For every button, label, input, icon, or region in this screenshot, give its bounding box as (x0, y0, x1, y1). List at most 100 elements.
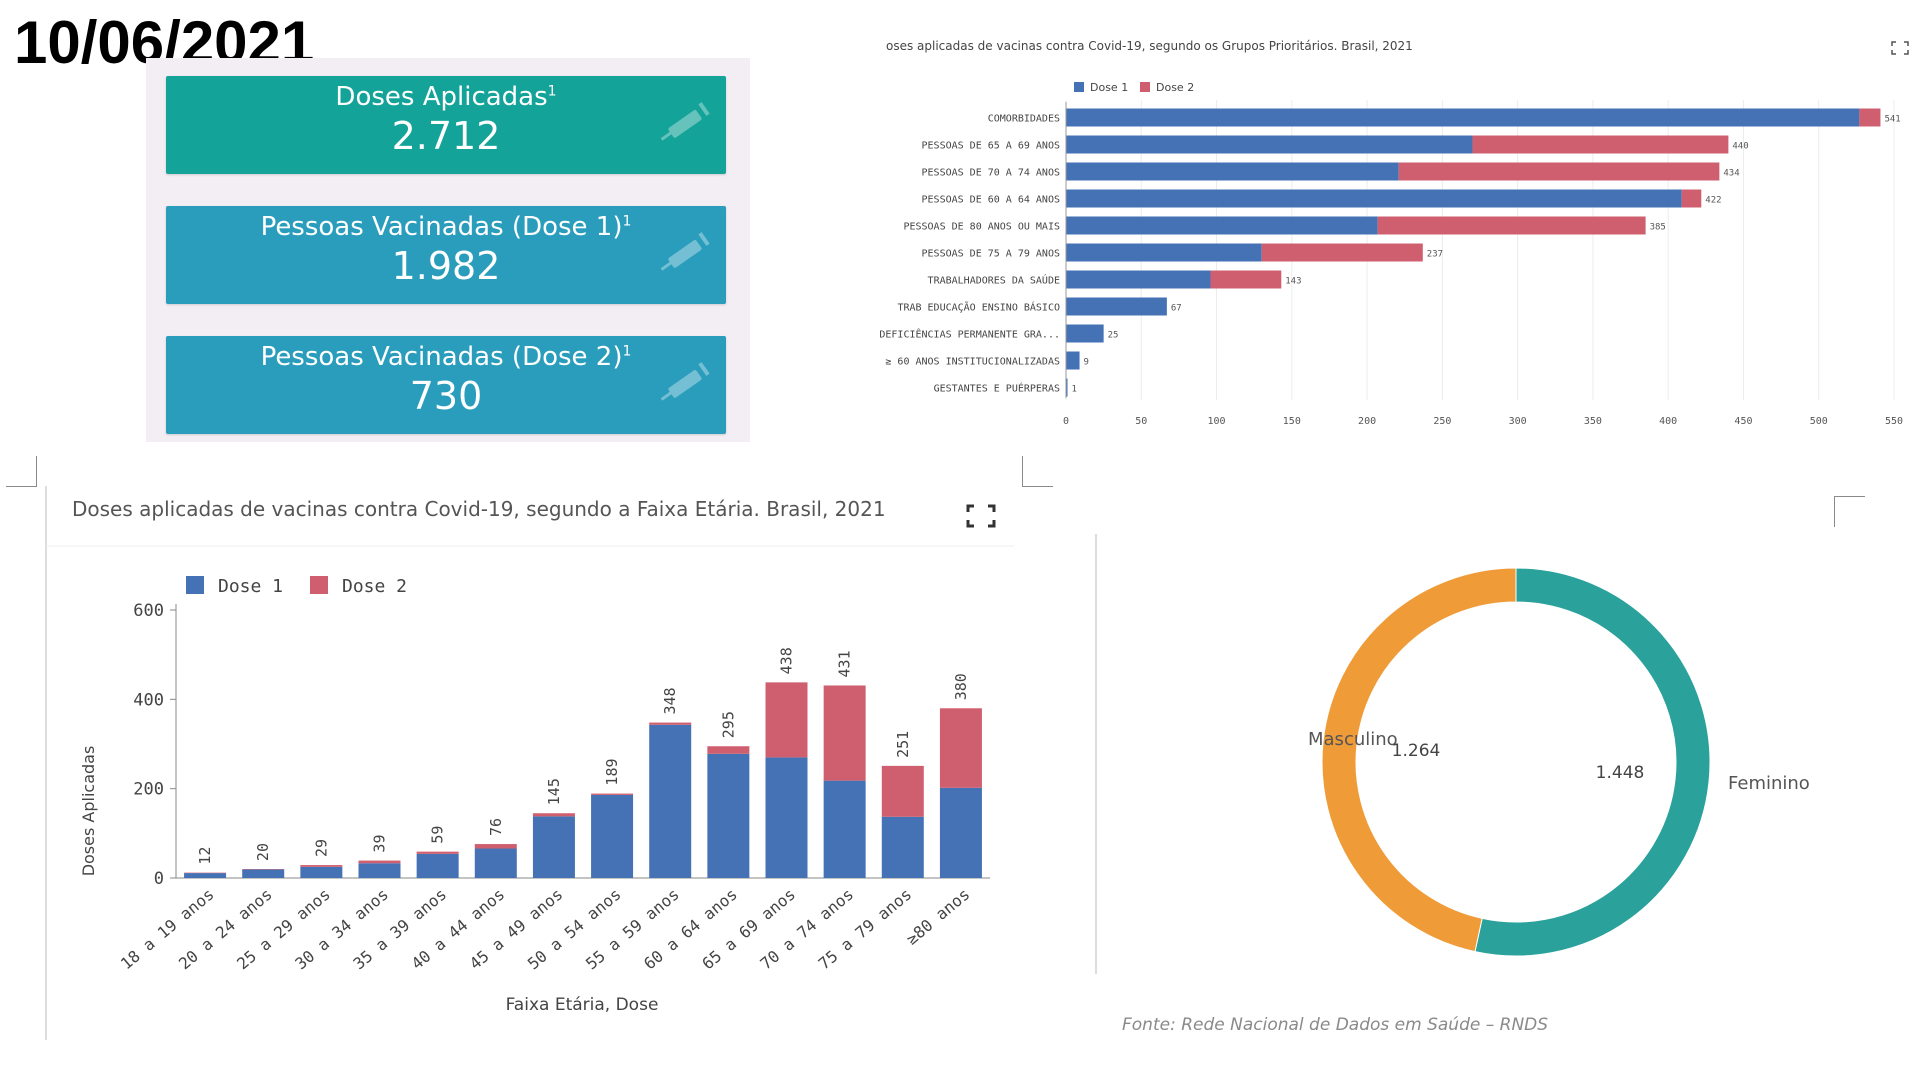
bar-dose2 (1261, 243, 1423, 262)
bar-dose2 (591, 793, 634, 795)
kpi-footnote: 1 (622, 343, 632, 360)
bar-dose1 (1066, 297, 1167, 316)
total-label: 438 (778, 647, 796, 674)
legend-swatch-dose2 (310, 576, 328, 594)
total-label: 422 (1705, 196, 1721, 206)
bar-dose1 (591, 794, 634, 878)
kpi-pessoas-dose1: Pessoas Vacinadas (Dose 1)1 1.982 (166, 206, 726, 304)
x-tick-label: 0 (1063, 416, 1069, 427)
total-label: 431 (836, 650, 854, 677)
total-label: 189 (603, 758, 621, 785)
total-label: 67 (1171, 304, 1182, 314)
category-label: PESSOAS DE 60 A 64 ANOS (922, 195, 1060, 206)
total-label: 39 (371, 835, 389, 853)
bar-dose2 (358, 860, 401, 864)
sex-donut-chart: Feminino 1.448 Masculino 1.264 (1095, 534, 1810, 974)
total-label: 434 (1723, 169, 1739, 179)
legend-swatch-dose1 (1074, 82, 1084, 92)
chart-title: oses aplicadas de vacinas contra Covid-1… (886, 39, 1413, 53)
total-label: 12 (196, 847, 214, 865)
x-tick-label: 50 (1135, 416, 1147, 427)
bar-dose1 (1066, 135, 1473, 154)
total-labels: 12 20 29 39 59 76 145 189 348 295 438 431 251 380 (196, 647, 970, 864)
corner-bracket (1834, 496, 1865, 527)
syringe-icon (660, 362, 710, 401)
total-label: 59 (429, 826, 447, 844)
kpi-value: 2.712 (391, 114, 501, 158)
kpi-label-text: Doses Aplicadas (335, 82, 548, 112)
x-tick-label: 500 (1810, 416, 1828, 427)
x-tick-label: 550 (1885, 416, 1903, 427)
kpi-label-text: Pessoas Vacinadas (Dose 1) (260, 212, 623, 242)
x-tick-label: 250 (1433, 416, 1451, 427)
bar-dose1 (1066, 270, 1211, 289)
bar-dose2 (939, 708, 982, 788)
kpi-label-text: Pessoas Vacinadas (Dose 2) (260, 342, 623, 372)
y-tick-label: 0 (154, 869, 164, 889)
bar-dose1 (1066, 189, 1682, 208)
priority-groups-chart: oses aplicadas de vacinas contra Covid-1… (880, 39, 1909, 427)
category-label: TRAB EDUCAÇÃO ENSINO BÁSICO (897, 301, 1060, 314)
total-label: 29 (312, 839, 330, 857)
x-tick-label: 450 (1734, 416, 1752, 427)
bar-dose1 (649, 724, 692, 878)
bar-dose1 (823, 780, 866, 878)
kpi-label: Pessoas Vacinadas (Dose 1)1 (166, 212, 726, 242)
bar-dose1 (1066, 243, 1262, 262)
bar-dose1 (1066, 162, 1399, 181)
donut-slices (1321, 567, 1711, 957)
syringe-icon (660, 102, 710, 141)
legend-label-dose1: Dose 1 (1090, 81, 1128, 94)
donut-slice-masculino (1321, 567, 1517, 953)
bar-dose1 (532, 816, 575, 878)
bar-dose1 (474, 848, 517, 878)
slice-label-feminino: Feminino (1728, 773, 1810, 794)
bar-dose1 (1066, 108, 1860, 127)
total-label: 385 (1650, 223, 1666, 233)
bar-dose2 (765, 682, 808, 758)
slice-value-masculino: 1.264 (1392, 741, 1441, 761)
category-label: PESSOAS DE 70 A 74 ANOS (922, 168, 1060, 179)
category-label: GESTANTES E PUÉRPERAS (934, 382, 1060, 395)
bar-dose1 (1066, 216, 1378, 235)
category-label: PESSOAS DE 80 ANOS OU MAIS (903, 222, 1060, 233)
bar-dose1 (416, 853, 459, 878)
category-label: COMORBIDADES (988, 114, 1060, 125)
category-label: TRABALHADORES DA SAÚDE (928, 274, 1060, 287)
y-tick-label: 400 (133, 690, 164, 710)
bars (184, 682, 982, 878)
bar-dose2 (1377, 216, 1646, 235)
bar-dose2 (649, 722, 692, 725)
bar-dose1 (242, 869, 285, 878)
bar-dose1 (939, 787, 982, 878)
syringe-icon (660, 232, 710, 271)
corner-bracket (1022, 456, 1053, 487)
x-tick-label: 100 (1208, 416, 1226, 427)
y-axis-title: Doses Aplicadas (79, 746, 98, 877)
bar-dose2 (532, 813, 575, 817)
kpi-pessoas-dose2: Pessoas Vacinadas (Dose 2)1 730 (166, 336, 726, 434)
bar-dose2 (881, 765, 924, 817)
legend-swatch-dose1 (186, 576, 204, 594)
category-label: ≥ 60 ANOS INSTITUCIONALIZADAS (885, 357, 1060, 368)
kpi-footnote: 1 (622, 213, 632, 230)
expand-icon[interactable] (1891, 41, 1909, 55)
bar-dose2 (300, 865, 343, 867)
x-tick-label: 400 (1659, 416, 1677, 427)
bar-dose1 (765, 757, 808, 878)
source-note: Fonte: Rede Nacional de Dados em Saúde –… (1122, 1015, 1549, 1035)
age-group-chart: Doses aplicadas de vacinas contra Covid-… (45, 486, 1014, 1040)
bar-dose2 (823, 685, 866, 781)
total-labels: 541 440 434 422 385 237 143 67 25 9 1 (1072, 115, 1901, 395)
expand-icon[interactable] (966, 504, 996, 528)
x-tick-labels: 0 50 100 150 200 250 300 350 400 450 500 550 (1063, 416, 1903, 427)
category-labels: COMORBIDADES PESSOAS DE 65 A 69 ANOS PESSO… (880, 114, 1060, 395)
bar-dose2 (1681, 189, 1702, 208)
x-tick-label: 150 (1283, 416, 1301, 427)
bar-dose2 (1210, 270, 1282, 289)
total-label: 251 (894, 731, 912, 758)
legend-label-dose2: Dose 2 (342, 576, 407, 597)
total-label: 145 (545, 778, 563, 805)
bar-dose1 (881, 816, 924, 878)
